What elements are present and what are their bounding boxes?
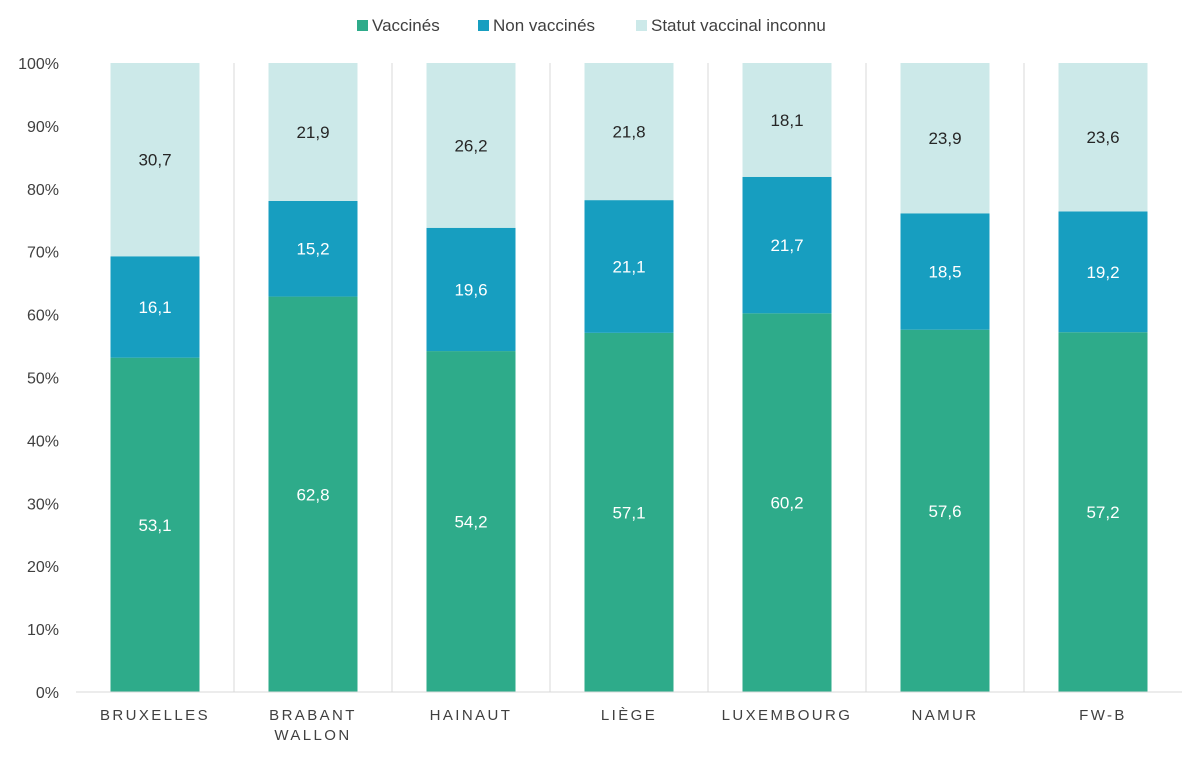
bar-segment-vaccin-s [110, 357, 200, 692]
x-tick-label: LIÈGE [601, 707, 657, 724]
bar-segment-non-vaccin-s [426, 227, 516, 352]
data-label: 16,1 [138, 298, 171, 317]
bar-segment-vaccin-s [742, 313, 832, 692]
y-tick-label: 10% [27, 622, 59, 639]
bar-segment-vaccin-s [1058, 332, 1148, 692]
bar-segment-non-vaccin-s [584, 200, 674, 333]
bar-segment-non-vaccin-s [742, 176, 832, 314]
bar-stack: 60,2 21,7 18,1 [742, 63, 832, 692]
y-tick-label: 100% [18, 56, 59, 73]
data-label: 57,6 [928, 502, 961, 521]
y-axis: 0% 10% 20% 30% 40% 50% 60% 70% 80% 90% 100% [18, 56, 59, 702]
bar-segment-statut-vaccinal-inconnu [900, 63, 990, 214]
bar-segment-non-vaccin-s [110, 256, 200, 358]
legend-item-non-vaccin-s: Non vaccinés [478, 16, 595, 35]
bar-segment-statut-vaccinal-inconnu [742, 63, 832, 177]
legend-label: Non vaccinés [493, 16, 595, 35]
legend-label: Vaccinés [372, 16, 440, 35]
data-label: 26,2 [454, 136, 487, 155]
data-label: 15,2 [296, 240, 329, 259]
y-tick-label: 20% [27, 559, 59, 576]
y-tick-label: 70% [27, 245, 59, 262]
legend: Vaccinés Non vaccinés Statut vaccinal inco… [357, 16, 826, 35]
x-tick-label: NAMUR [912, 707, 979, 724]
legend-swatch [636, 20, 647, 31]
bar-segment-statut-vaccinal-inconnu [1058, 63, 1148, 212]
y-tick-label: 80% [27, 182, 59, 199]
bar-segment-non-vaccin-s [1058, 211, 1148, 333]
data-label: 21,9 [296, 123, 329, 142]
bar-segment-statut-vaccinal-inconnu [426, 63, 516, 228]
y-tick-label: 40% [27, 433, 59, 450]
data-label: 54,2 [454, 513, 487, 532]
data-label: 53,1 [138, 516, 171, 535]
legend-item-statut-vaccinal-inconnu: Statut vaccinal inconnu [636, 16, 826, 35]
data-label: 18,1 [770, 111, 803, 130]
x-tick-label: HAINAUT [430, 707, 513, 724]
data-label: 23,6 [1086, 128, 1119, 147]
y-tick-label: 0% [36, 685, 59, 702]
data-label: 60,2 [770, 494, 803, 513]
bar-segment-statut-vaccinal-inconnu [110, 63, 200, 257]
x-tick-label: LUXEMBOURG [722, 707, 853, 724]
bar-segment-vaccin-s [900, 329, 990, 692]
y-tick-label: 60% [27, 308, 59, 325]
y-tick-label: 50% [27, 371, 59, 388]
data-label: 21,8 [612, 123, 645, 142]
data-label: 30,7 [138, 151, 171, 170]
bar-segment-non-vaccin-s [900, 213, 990, 330]
data-label: 19,2 [1086, 263, 1119, 282]
bar-stack: 53,1 16,1 30,7 [110, 63, 200, 692]
x-tick-label: BRUXELLES [100, 707, 210, 724]
x-tick-label: FW-B [1079, 707, 1127, 724]
data-label: 62,8 [296, 485, 329, 504]
x-axis: BRUXELLES BRABANT WALLON HAINAUT LIÈGE LUXEMB… [76, 691, 1182, 744]
data-label: 18,5 [928, 263, 961, 282]
bar-segment-vaccin-s [268, 296, 358, 692]
legend-label: Statut vaccinal inconnu [651, 16, 826, 35]
data-label: 19,6 [454, 280, 487, 299]
data-label: 57,1 [612, 503, 645, 522]
bar-segment-statut-vaccinal-inconnu [584, 63, 674, 201]
legend-swatch [357, 20, 368, 31]
legend-item-vaccin-s: Vaccinés [357, 16, 440, 35]
bars: 53,1 16,1 30,7 62,8 15,2 21,9 54,2 19,6 26,2 57,1… [110, 63, 1148, 692]
bar-stack: 62,8 15,2 21,9 [268, 63, 358, 692]
data-label: 21,7 [770, 236, 803, 255]
y-tick-label: 30% [27, 496, 59, 513]
x-tick-label: BRABANT WALLON [269, 707, 357, 744]
category-separators [233, 63, 1025, 692]
y-tick-label: 90% [27, 119, 59, 136]
bar-stack: 57,1 21,1 21,8 [584, 63, 674, 692]
legend-swatch [478, 20, 489, 31]
data-label: 57,2 [1086, 503, 1119, 522]
data-label: 23,9 [928, 129, 961, 148]
bar-segment-vaccin-s [584, 332, 674, 692]
bar-segment-non-vaccin-s [268, 200, 358, 297]
bar-stack: 54,2 19,6 26,2 [426, 63, 516, 692]
bar-stack: 57,2 19,2 23,6 [1058, 63, 1148, 692]
data-label: 21,1 [612, 257, 645, 276]
bar-segment-vaccin-s [426, 351, 516, 692]
bar-stack: 57,6 18,5 23,9 [900, 63, 990, 692]
bar-segment-statut-vaccinal-inconnu [268, 63, 358, 201]
